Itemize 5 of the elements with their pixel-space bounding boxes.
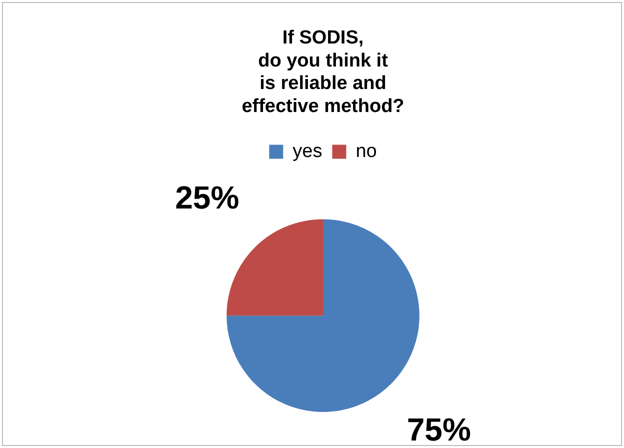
legend-label: no (356, 140, 377, 162)
chart-title: If SODIS, do you think it is reliable and effective method? (242, 28, 404, 118)
legend-label: yes (292, 140, 322, 162)
data-label: 75% (406, 411, 471, 448)
data-label: 25% (175, 180, 240, 216)
